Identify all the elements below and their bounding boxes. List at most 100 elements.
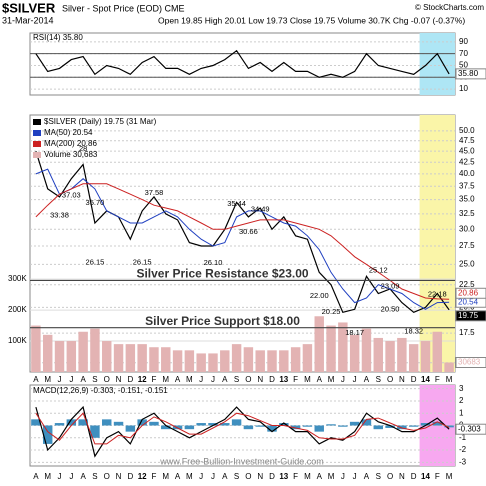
point-label: 30.66 (239, 227, 258, 236)
x-tick-label: M (304, 375, 311, 384)
y-tick-label: 3 (459, 384, 464, 393)
x-tick-label: 12 (138, 472, 147, 481)
x-tick-label: J (199, 472, 203, 481)
line-series (35, 412, 450, 445)
bar (326, 325, 336, 372)
x-tick-label: A (80, 472, 86, 481)
x-tick-label: A (33, 375, 39, 384)
bar (102, 341, 112, 372)
x-tick-label: D (269, 472, 275, 481)
point-label: 35.70 (86, 198, 105, 207)
bar (326, 424, 336, 426)
last-value-box (455, 287, 486, 299)
bar (420, 341, 431, 372)
x-tick-label: S (376, 375, 381, 384)
x-tick-label: S (376, 472, 381, 481)
y-tick-label: 70 (459, 49, 468, 58)
y-tick-label: 37.5 (459, 181, 475, 190)
last-value-box (455, 423, 486, 435)
bar (432, 421, 443, 426)
last-value-label: -0.303 (458, 424, 481, 433)
quote: Open 19.85 High 20.01 Low 19.73 Close 19… (158, 15, 465, 25)
point-label: 18.32 (404, 326, 423, 335)
x-tick-label: S (234, 472, 239, 481)
bar (373, 337, 383, 372)
x-tick-label: F (152, 375, 157, 384)
legend-swatch (33, 141, 41, 147)
bar (338, 322, 348, 372)
bar (172, 425, 183, 430)
bar (397, 425, 407, 430)
y-tick-label: 2 (459, 396, 464, 405)
y-tick-label: 1 (459, 408, 464, 417)
bar (42, 425, 53, 444)
x-tick-label: N (399, 375, 405, 384)
bar (314, 316, 324, 372)
y-tick-label: -3 (459, 457, 467, 466)
bar (231, 344, 242, 372)
point-label: 26.15 (86, 258, 105, 267)
x-tick-label: O (387, 375, 393, 384)
y-tick-label: 17.5 (459, 328, 475, 337)
x-tick-label: M (328, 375, 335, 384)
x-tick-label: N (257, 375, 263, 384)
bar (279, 423, 289, 426)
last-value-label: 20.86 (458, 288, 479, 297)
x-tick-label: N (257, 472, 263, 481)
bar (125, 344, 136, 372)
description: Silver - Spot Price (EOD) CME (62, 3, 185, 13)
bar (90, 328, 100, 372)
x-tick-label: 13 (279, 472, 288, 481)
point-label: 18.17 (345, 328, 364, 337)
x-tick-label: 14 (421, 472, 430, 481)
y-tick-label: 50.0 (459, 126, 475, 135)
y-tick-label: 10 (459, 84, 468, 93)
x-tick-label: M (162, 375, 169, 384)
annotation-text: Silver Price Support $18.00 (145, 314, 300, 328)
last-value-label: 35.80 (458, 69, 479, 78)
x-tick-label: A (222, 375, 228, 384)
bar (349, 334, 360, 372)
bar (31, 419, 41, 426)
bar (444, 362, 454, 372)
y-tick-label: 22.5 (459, 280, 475, 289)
x-tick-label: A (222, 472, 228, 481)
x-tick-label: J (58, 472, 62, 481)
x-tick-label: A (33, 472, 39, 481)
credit: © StockCharts.com (415, 3, 484, 12)
x-tick-label: N (116, 472, 122, 481)
legend-swatch (33, 130, 41, 136)
x-tick-label: M (304, 472, 311, 481)
point-label: 35.44 (227, 199, 246, 208)
bar (184, 350, 195, 372)
x-tick-label: F (435, 472, 440, 481)
legend-label: Volume 30,683 (44, 150, 98, 159)
bar (290, 425, 301, 430)
bar (196, 423, 206, 426)
x-tick-label: J (341, 472, 345, 481)
bar (90, 425, 100, 438)
bar (149, 347, 159, 372)
last-value-box (455, 68, 486, 80)
panel-frame (29, 114, 456, 373)
line-series (35, 168, 450, 310)
bar (385, 425, 395, 428)
point-label: 37.03 (62, 191, 81, 200)
x-tick-label: A (364, 472, 370, 481)
bar (125, 425, 136, 432)
x-tick-label: J (353, 375, 357, 384)
bar (397, 337, 407, 372)
y-tick-label: 27.5 (459, 241, 475, 250)
bar (102, 419, 112, 426)
x-tick-label: J (69, 375, 73, 384)
x-tick-label: S (234, 375, 239, 384)
bar (149, 421, 159, 426)
x-tick-label: A (317, 472, 323, 481)
bar (361, 419, 372, 426)
last-value-label: 20.54 (458, 297, 479, 306)
bar (290, 347, 301, 372)
x-tick-label: D (127, 472, 133, 481)
x-tick-label: F (435, 375, 440, 384)
x-tick-label: M (186, 375, 193, 384)
